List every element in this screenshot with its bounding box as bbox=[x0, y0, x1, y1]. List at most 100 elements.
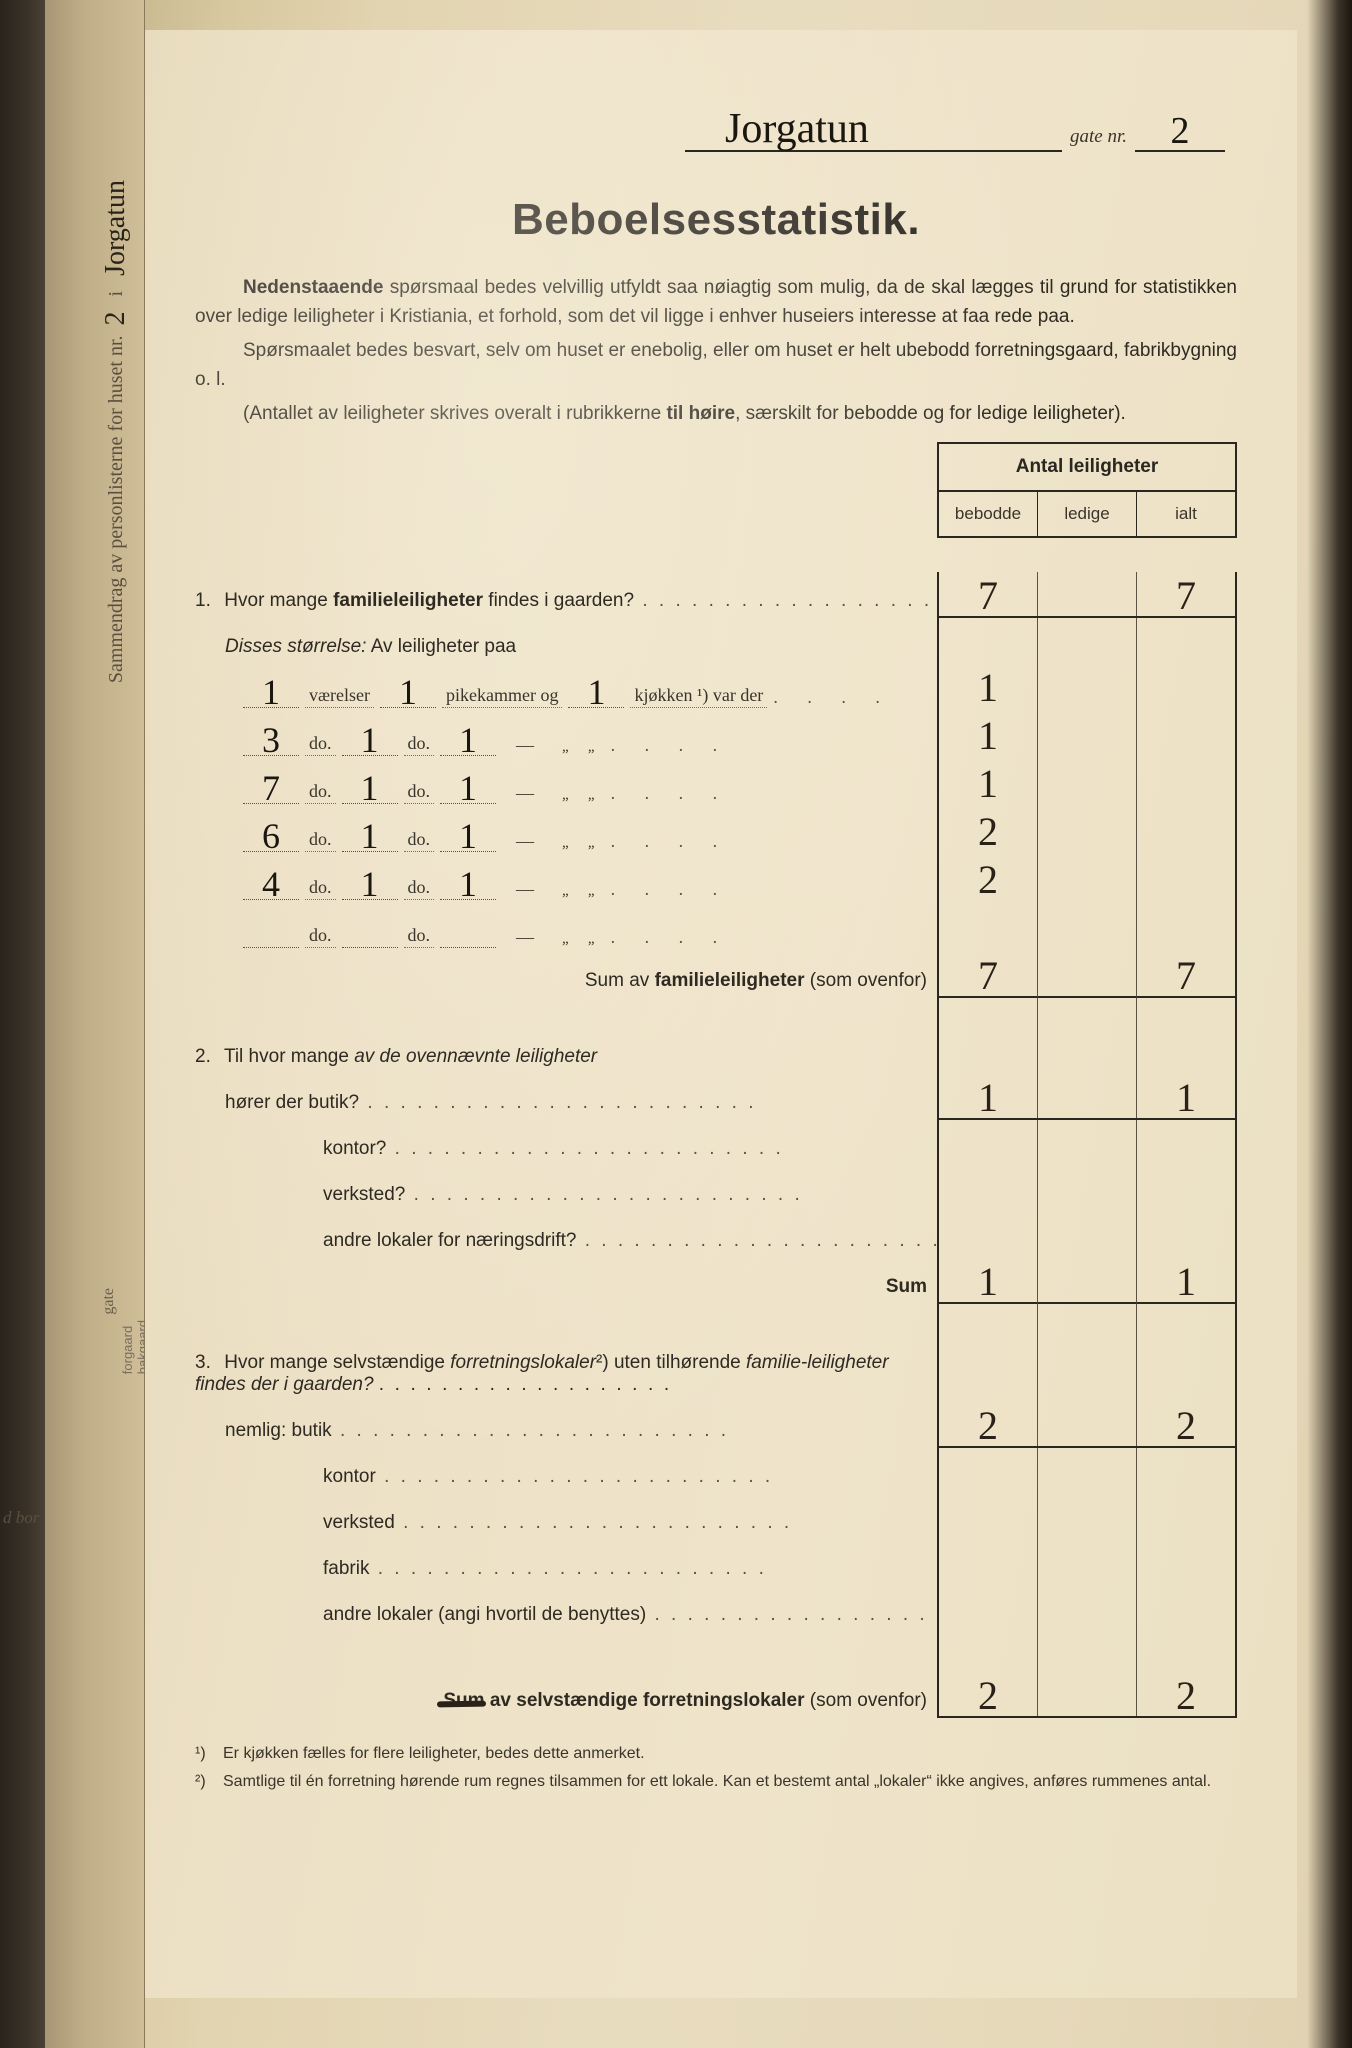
trail-dots: . . . . bbox=[611, 879, 722, 900]
q2-beb bbox=[939, 1120, 1037, 1166]
dash: — bbox=[502, 783, 548, 804]
q3-sum-beb: 2 bbox=[939, 1672, 1037, 1716]
q2-sub-cells bbox=[937, 1120, 1237, 1166]
kjokken-hw: 1 bbox=[440, 869, 496, 901]
q1-sum-label: Sum av familieleiligheter (som ovenfor) bbox=[195, 970, 937, 998]
size-cells: 1 bbox=[937, 664, 1237, 712]
q1-label: 1. Hvor mange familieleiligheter findes … bbox=[195, 590, 937, 618]
vaerelser-hw: 7 bbox=[243, 773, 299, 805]
kjokken-hw: 1 bbox=[440, 725, 496, 757]
page-title: Beboelsesstatistik. bbox=[195, 195, 1237, 245]
size-left: 4do.1do.1—„ „ . . . . bbox=[195, 869, 937, 905]
q1-size-row: 6do.1do.1—„ „ . . . .2 bbox=[195, 808, 1237, 856]
size-ialt bbox=[1136, 712, 1235, 760]
size-cells: 2 bbox=[937, 808, 1237, 856]
intro-p3: (Antallet av leiligheter skrives overalt… bbox=[195, 399, 1237, 428]
q3-sub-cells bbox=[937, 1586, 1237, 1632]
size-beb: 1 bbox=[939, 712, 1037, 760]
q2-led bbox=[1037, 1212, 1136, 1258]
size-led bbox=[1037, 808, 1136, 856]
q1-row: 1. Hvor mange familieleiligheter findes … bbox=[195, 572, 1237, 618]
size-ialt bbox=[1136, 808, 1235, 856]
q2-sub-cells bbox=[937, 1212, 1237, 1258]
q3-sub-row: nemlig: butik22 bbox=[195, 1402, 1237, 1448]
size-left: 7do.1do.1—„ „ . . . . bbox=[195, 773, 937, 809]
spacer bbox=[195, 1632, 1237, 1672]
q3-sum-ialt: 2 bbox=[1136, 1672, 1235, 1716]
side-i: i bbox=[105, 291, 127, 297]
vaerelser-hw: 4 bbox=[243, 869, 299, 901]
size-ialt bbox=[1136, 856, 1235, 904]
dash: — bbox=[502, 735, 548, 756]
q3-sub-label: nemlig: butik bbox=[195, 1420, 937, 1448]
spacer bbox=[195, 998, 1237, 1028]
intro-p1: Nedenstaaende Nedenstaaende spørsmaal be… bbox=[195, 273, 1237, 332]
q3-header-row: 3. Hvor mange selvstændige forretningslo… bbox=[195, 1330, 1237, 1402]
vaerelser-label: do. bbox=[305, 925, 336, 948]
q2-sum-label: Sum bbox=[195, 1276, 937, 1304]
q3-beb: 2 bbox=[939, 1402, 1037, 1446]
intro-p2: Spørsmaalet bedes besvart, selv om huset… bbox=[195, 336, 1237, 395]
q3-sum-led bbox=[1037, 1672, 1136, 1716]
size-left: 3do.1do.1—„ „ . . . . bbox=[195, 725, 937, 761]
street-name-hw: Jorgatun bbox=[685, 108, 1062, 152]
q2-sum-cells: 1 1 bbox=[937, 1258, 1237, 1304]
size-beb bbox=[939, 904, 1037, 952]
q2-sub-row: andre lokaler for næringsdrift? bbox=[195, 1212, 1237, 1258]
trail-dots: . . . . bbox=[773, 687, 884, 708]
q3-sum-label: Sum av selvstændige forretningslokaler (… bbox=[195, 1690, 937, 1718]
q3-label: 3. Hvor mange selvstændige forretningslo… bbox=[195, 1352, 937, 1402]
pikekammer-hw: 1 bbox=[342, 725, 398, 757]
q3-sub-label: fabrik bbox=[195, 1558, 937, 1586]
q3-led bbox=[1037, 1494, 1136, 1540]
q2-ialt bbox=[1136, 1120, 1235, 1166]
vaerelser-label: do. bbox=[305, 733, 336, 756]
vaerelser-hw: 3 bbox=[243, 725, 299, 757]
q3-sub-label: kontor bbox=[195, 1466, 937, 1494]
footnote-1: ¹) Er kjøkken fælles for flere leilighet… bbox=[195, 1742, 1237, 1766]
trail-dots: . . . . bbox=[611, 927, 722, 948]
ditto: „ „ bbox=[554, 931, 605, 948]
q3-ialt bbox=[1136, 1448, 1235, 1494]
q3-rows-container: nemlig: butik22kontorverkstedfabrikandre… bbox=[195, 1402, 1237, 1632]
q2-sub-label: kontor? bbox=[195, 1138, 937, 1166]
q3-beb bbox=[939, 1540, 1037, 1586]
kjokken-hw: 1 bbox=[568, 677, 624, 709]
q3-led bbox=[1037, 1402, 1136, 1446]
size-beb: 1 bbox=[939, 664, 1037, 712]
q2-led bbox=[1037, 1120, 1136, 1166]
ditto: „ „ bbox=[554, 835, 605, 852]
q1-size-row: 1værelser1pikekammer og1kjøkken ¹) var d… bbox=[195, 664, 1237, 712]
pikekammer-label: pikekammer og bbox=[442, 685, 562, 708]
q3-sub-row: verksted bbox=[195, 1494, 1237, 1540]
dash: — bbox=[502, 879, 548, 900]
intro-text: Nedenstaaende Nedenstaaende spørsmaal be… bbox=[195, 273, 1237, 428]
q1-disses-cells bbox=[937, 618, 1237, 664]
size-led bbox=[1037, 904, 1136, 952]
spacer bbox=[195, 1304, 1237, 1330]
q3-sub-label: verksted bbox=[195, 1512, 937, 1540]
q3-sub-row: fabrik bbox=[195, 1540, 1237, 1586]
kjokken-hw: 1 bbox=[440, 821, 496, 853]
q2-ialt bbox=[1136, 1212, 1235, 1258]
size-ialt bbox=[1136, 904, 1235, 952]
q2-sub-label: andre lokaler for næringsdrift? bbox=[195, 1230, 937, 1258]
gate-nr-hw: 2 bbox=[1135, 112, 1225, 152]
footnotes: ¹) Er kjøkken fælles for flere leilighet… bbox=[195, 1742, 1237, 1794]
vaerelser-hw: 6 bbox=[243, 821, 299, 853]
q3-sub-row: kontor bbox=[195, 1448, 1237, 1494]
q1-disses-label: Disses størrelse: Av leiligheter paa bbox=[195, 636, 937, 664]
vaerelser-label: do. bbox=[305, 877, 336, 900]
size-beb: 1 bbox=[939, 760, 1037, 808]
q1-sum-beb: 7 bbox=[939, 952, 1037, 998]
q1-sum-led bbox=[1037, 952, 1136, 998]
q3-ialt: 2 bbox=[1136, 1402, 1235, 1446]
q3-beb bbox=[939, 1448, 1037, 1494]
size-ialt bbox=[1136, 664, 1235, 712]
size-led bbox=[1037, 856, 1136, 904]
q2-sum-led bbox=[1037, 1258, 1136, 1304]
kjokken-label: kjøkken ¹) var der bbox=[630, 685, 767, 708]
q3-sum-row: Sum av selvstændige forretningslokaler (… bbox=[195, 1672, 1237, 1718]
size-ialt bbox=[1136, 760, 1235, 808]
header-address-line: Jorgatun gate nr. 2 bbox=[685, 108, 1225, 152]
